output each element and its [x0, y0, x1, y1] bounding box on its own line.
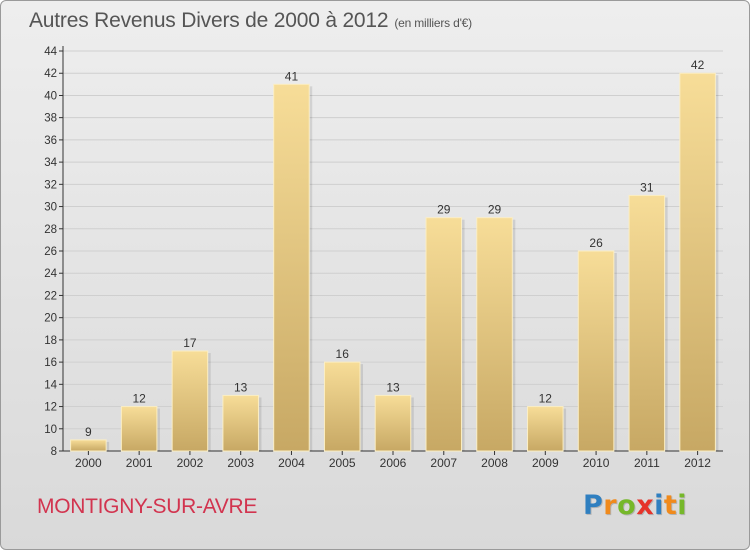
bar — [323, 361, 361, 452]
y-tick-label: 44 — [44, 46, 57, 58]
bar — [222, 394, 259, 452]
bar-value-label: 12 — [132, 392, 146, 406]
y-tick-label: 40 — [44, 90, 57, 102]
bar-value-label: 31 — [640, 180, 654, 194]
bar-value-label: 41 — [285, 69, 299, 83]
y-tick-label: 42 — [44, 68, 57, 80]
bar — [577, 250, 615, 452]
y-tick-label: 34 — [44, 157, 57, 169]
x-tick-label: 2012 — [684, 456, 711, 470]
y-tick-label: 28 — [44, 224, 57, 236]
bar — [374, 394, 412, 452]
y-tick-label: 20 — [44, 313, 57, 325]
x-tick-label: 2009 — [532, 456, 559, 470]
bar — [628, 194, 666, 452]
x-tick-label: 2004 — [278, 456, 305, 470]
x-tick-label: 2003 — [227, 456, 254, 470]
y-tick-label: 14 — [44, 379, 57, 391]
y-tick-label: 36 — [44, 135, 57, 147]
bar-value-label: 16 — [336, 347, 350, 361]
commune-name: MONTIGNY-SUR-AVRE — [37, 495, 258, 518]
bar — [527, 406, 564, 452]
y-tick-label: 12 — [44, 402, 57, 414]
x-tick-label: 2000 — [75, 456, 102, 470]
bar-value-label: 12 — [539, 392, 553, 406]
y-tick-label: 10 — [44, 424, 57, 436]
x-tick-label: 2010 — [583, 456, 610, 470]
chart-title-text: Autres Revenus Divers de 2000 à 2012 — [29, 9, 389, 32]
bar — [171, 350, 209, 452]
bar-value-label: 13 — [234, 380, 248, 394]
x-tick-label: 2011 — [634, 456, 660, 470]
x-tick-label: 2001 — [126, 456, 153, 470]
x-tick-label: 2005 — [329, 456, 356, 470]
proxiti-logo: Proxiti — [583, 490, 688, 521]
bar — [476, 217, 513, 452]
y-tick-label: 24 — [44, 268, 57, 280]
x-tick-label: 2002 — [177, 456, 204, 470]
chart-unit: (en milliers d'€) — [394, 16, 472, 30]
bar-value-label: 13 — [386, 380, 400, 394]
x-tick-label: 2008 — [481, 456, 508, 470]
bar — [120, 406, 158, 452]
bar — [70, 439, 107, 452]
chart-title: Autres Revenus Divers de 2000 à 2012 (en … — [29, 9, 472, 33]
y-tick-label: 16 — [44, 357, 57, 369]
y-tick-label: 22 — [44, 290, 57, 302]
bar-value-label: 29 — [488, 203, 502, 217]
bar-value-label: 42 — [691, 58, 705, 72]
x-tick-label: 2006 — [380, 456, 407, 470]
bar-value-label: 29 — [437, 203, 451, 217]
bar — [273, 83, 310, 452]
y-tick-label: 30 — [44, 202, 57, 214]
bar-value-label: 9 — [85, 425, 92, 439]
y-tick-label: 18 — [44, 335, 57, 347]
y-tick-label: 32 — [44, 179, 57, 191]
bar — [679, 72, 716, 452]
bar-value-label: 17 — [183, 336, 197, 350]
bar-value-label: 26 — [589, 236, 603, 250]
y-tick-label: 26 — [44, 246, 57, 258]
y-tick-label: 38 — [44, 113, 57, 125]
y-tick-label: 8 — [51, 446, 57, 458]
bar — [425, 217, 463, 452]
x-tick-label: 2007 — [430, 456, 457, 470]
